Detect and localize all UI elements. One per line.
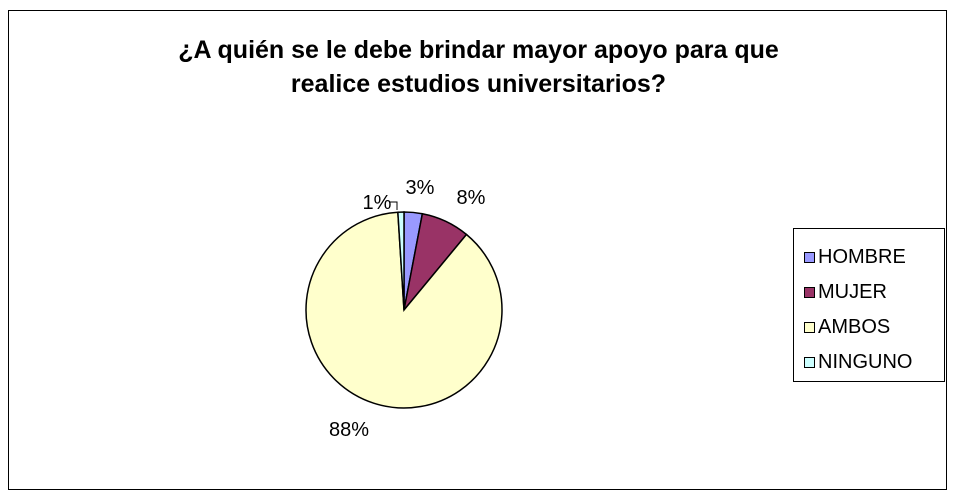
leader-line-ninguno	[390, 201, 398, 210]
slice-ambos	[305, 211, 503, 409]
legend-label-ambos: AMBOS	[818, 315, 891, 338]
legend-swatch-ninguno	[804, 356, 815, 368]
legend-item-hombre: HOMBRE	[804, 245, 906, 269]
legend-label-mujer: MUJER	[818, 280, 887, 303]
legend-swatch-hombre	[804, 251, 815, 263]
legend: HOMBRE MUJER AMBOS NINGUNO	[793, 228, 945, 382]
legend-swatch-ambos	[804, 321, 815, 333]
legend-item-ambos: AMBOS	[804, 315, 890, 339]
value-label-ninguno: 1%	[363, 192, 392, 214]
value-label-ambos: 88%	[329, 419, 369, 441]
legend-swatch-mujer	[804, 286, 815, 298]
legend-label-ninguno: NINGUNO	[818, 350, 913, 373]
value-label-mujer: 8%	[457, 187, 486, 209]
value-label-hombre: 3%	[406, 177, 435, 199]
legend-item-mujer: MUJER	[804, 280, 887, 304]
legend-item-ninguno: NINGUNO	[804, 350, 912, 374]
legend-label-hombre: HOMBRE	[818, 245, 906, 268]
chart-title: ¿A quién se le debe brindar mayor apoyo …	[9, 33, 948, 101]
chart-title-line-2: realice estudios universitarios?	[290, 70, 667, 98]
slice-ninguno	[397, 211, 405, 311]
chart-title-line-1: ¿A quién se le debe brindar mayor apoyo …	[178, 36, 779, 64]
